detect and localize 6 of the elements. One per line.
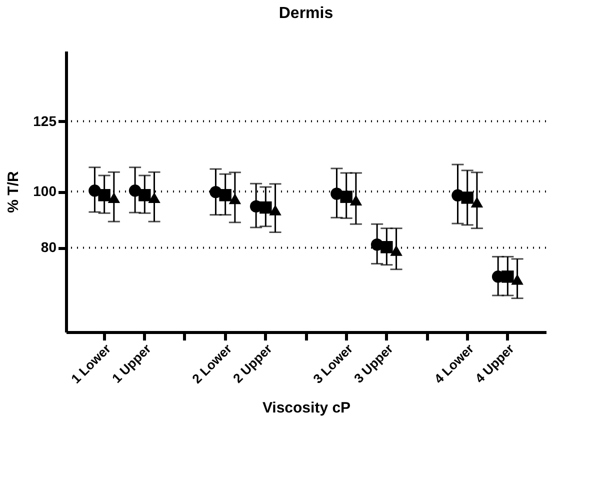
chart-title: Dermis [278, 5, 334, 22]
y-tick-label: 125 [33, 112, 57, 129]
x-axis-title: Viscosity cP [262, 399, 351, 416]
y-axis-title: % T/R [5, 171, 22, 213]
y-tick-label: 100 [33, 183, 57, 199]
y-tick-label: 80 [40, 239, 57, 256]
